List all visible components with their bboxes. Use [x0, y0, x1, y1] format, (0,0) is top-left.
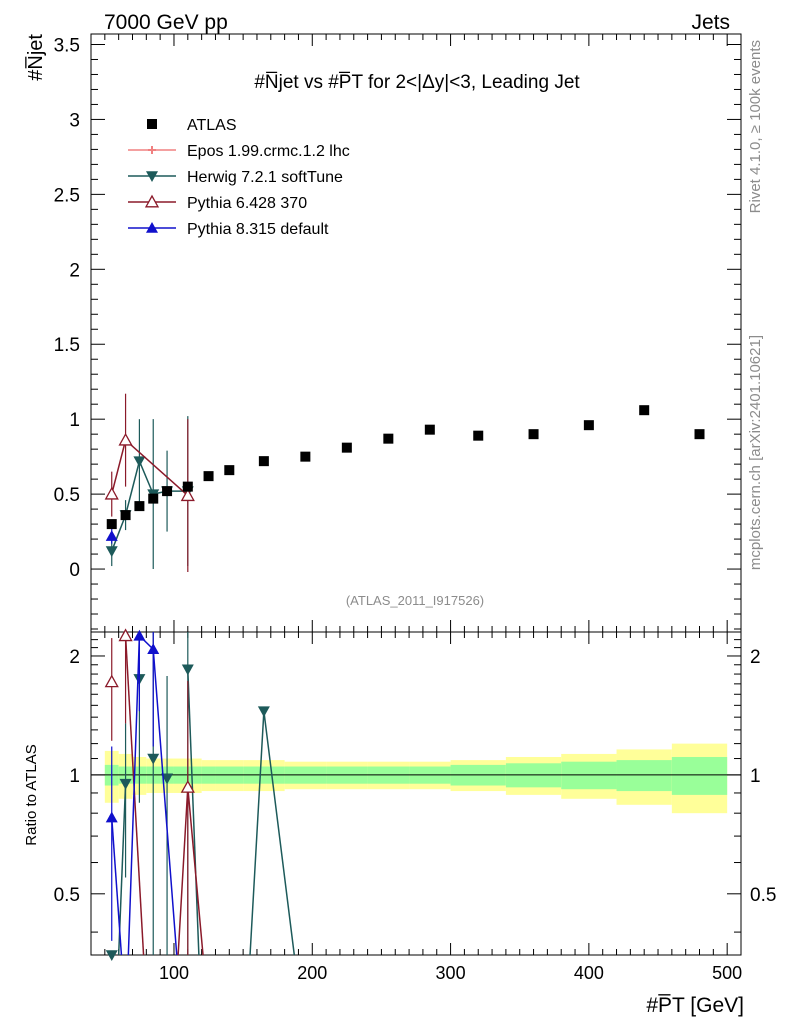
- legend-marker: [144, 194, 160, 208]
- x-tick-label: 300: [436, 963, 466, 983]
- energy-label: 7000 GeV pp: [104, 11, 228, 34]
- legend-marker: [146, 222, 158, 233]
- ratio-uncertainty-bands: [91, 743, 741, 814]
- atlas-point: [224, 465, 235, 476]
- analysis-label: (ATLAS_2011_I917526): [346, 593, 484, 608]
- rivet-version-label: Rivet 4.1.0, ≥ 100k events: [747, 40, 764, 213]
- ratio-series-line: [187, 669, 200, 956]
- plot-frames: [90, 33, 742, 956]
- ratio-point: [119, 778, 132, 790]
- y-axis-title: #N̅jet: [24, 34, 47, 81]
- atlas-point: [182, 481, 193, 492]
- atlas-point: [148, 493, 159, 504]
- atlas-point: [258, 456, 269, 467]
- ratio-plot-frame: [90, 631, 742, 956]
- axis-ticks: 100 200 300 400 500 0 0.5 1 1.5 2 2.5 3 3.5 0.5 0.5 1 1 2…: [54, 34, 776, 983]
- atlas-point: [424, 424, 435, 435]
- ratio-point: [161, 773, 174, 785]
- legend-label: Herwig 7.2.1 softTune: [187, 169, 343, 186]
- ratio-point: [180, 780, 195, 793]
- x-tick-label: 500: [712, 963, 742, 983]
- series-line: [111, 458, 188, 552]
- ratio-point: [118, 628, 133, 642]
- plot-title: #N̅jet vs #P̅T for 2<|Δy|<3, Leading Jet: [254, 72, 580, 93]
- y-tick-label: 1.5: [54, 335, 80, 356]
- series-point: [105, 530, 118, 541]
- legend-entry: ATLAS: [147, 117, 237, 134]
- atlas-point: [473, 430, 484, 441]
- legend: ATLAS Epos 1.99.crmc.1.2 lhc Herwig 7.2.1 …: [128, 117, 350, 238]
- legend-marker: [147, 119, 157, 129]
- atlas-point: [639, 405, 650, 416]
- atlas-point: [120, 510, 131, 521]
- ratio-tick-label: 0.5: [54, 885, 80, 906]
- legend-label: Pythia 8.315 default: [187, 221, 329, 238]
- ratio-tick-label-right: 0.5: [750, 885, 776, 906]
- legend-entry: Pythia 6.428 370: [128, 194, 307, 212]
- y-tick-label: 0.5: [54, 485, 80, 506]
- legend-marker: [146, 171, 158, 182]
- atlas-point: [106, 519, 117, 530]
- atlas-point: [203, 471, 214, 482]
- ratio-point: [181, 664, 194, 676]
- ratio-stat-band: [561, 761, 617, 790]
- legend-entry: Herwig 7.2.1 softTune: [128, 169, 343, 186]
- y-tick-label: 3.5: [54, 35, 80, 56]
- ratio-series-line: [110, 817, 123, 956]
- series-point: [180, 488, 195, 502]
- ratio-point: [105, 811, 118, 823]
- ratio-stat-band: [616, 760, 672, 792]
- ratio-point: [147, 643, 160, 655]
- atlas-point: [162, 486, 173, 497]
- ratio-stat-band: [671, 756, 728, 795]
- x-tick-label: 400: [574, 963, 604, 983]
- ratio-point: [133, 629, 146, 641]
- atlas-data: [106, 405, 705, 530]
- category-label: Jets: [691, 11, 730, 34]
- ratio-series-line: [177, 787, 204, 956]
- ratio-point: [257, 706, 270, 718]
- series-point: [104, 486, 119, 500]
- atlas-point: [383, 433, 394, 444]
- y-tick-label: 2: [69, 260, 80, 281]
- x-tick-label: 100: [159, 963, 189, 983]
- legend-entry: Epos 1.99.crmc.1.2 lhc: [128, 143, 350, 160]
- atlas-point: [583, 420, 594, 431]
- y-tick-label: 1: [69, 410, 80, 431]
- series-3: [105, 528, 178, 956]
- atlas-point: [528, 429, 539, 440]
- ratio-point: [104, 674, 119, 688]
- ratio-series-line: [127, 634, 178, 956]
- y-tick-label: 2.5: [54, 185, 80, 206]
- legend-label: ATLAS: [187, 117, 237, 134]
- ratio-series-line: [249, 711, 296, 956]
- series-layer: [104, 393, 705, 961]
- ratio-point: [105, 950, 118, 961]
- atlas-point: [341, 442, 352, 453]
- y-tick-label: 0: [69, 560, 80, 581]
- ratio-tick-label-right: 2: [750, 647, 761, 668]
- atlas-point: [134, 501, 145, 512]
- mcplots-label: mcplots.cern.ch [arXiv:2401.10621]: [747, 335, 764, 570]
- ratio-point: [147, 753, 160, 765]
- series-point: [133, 456, 146, 468]
- ratio-tick-label: 1: [69, 766, 80, 787]
- legend-marker: [148, 146, 156, 154]
- legend-label: Epos 1.99.crmc.1.2 lhc: [187, 143, 350, 160]
- ratio-tick-label-right: 1: [750, 766, 761, 787]
- legend-label: Pythia 6.428 370: [187, 195, 307, 212]
- x-tick-label: 200: [297, 963, 327, 983]
- y-tick-label: 3: [69, 110, 80, 131]
- series-point: [118, 432, 133, 446]
- atlas-point: [300, 451, 311, 462]
- legend-entry: Pythia 8.315 default: [128, 221, 329, 238]
- atlas-point: [694, 429, 705, 440]
- ratio-tick-label: 2: [69, 647, 80, 668]
- x-axis-title: #P̅T [GeV]: [646, 994, 744, 1017]
- series-point: [105, 546, 118, 558]
- series-1: [105, 416, 296, 961]
- ratio-axis-title: Ratio to ATLAS: [23, 744, 40, 845]
